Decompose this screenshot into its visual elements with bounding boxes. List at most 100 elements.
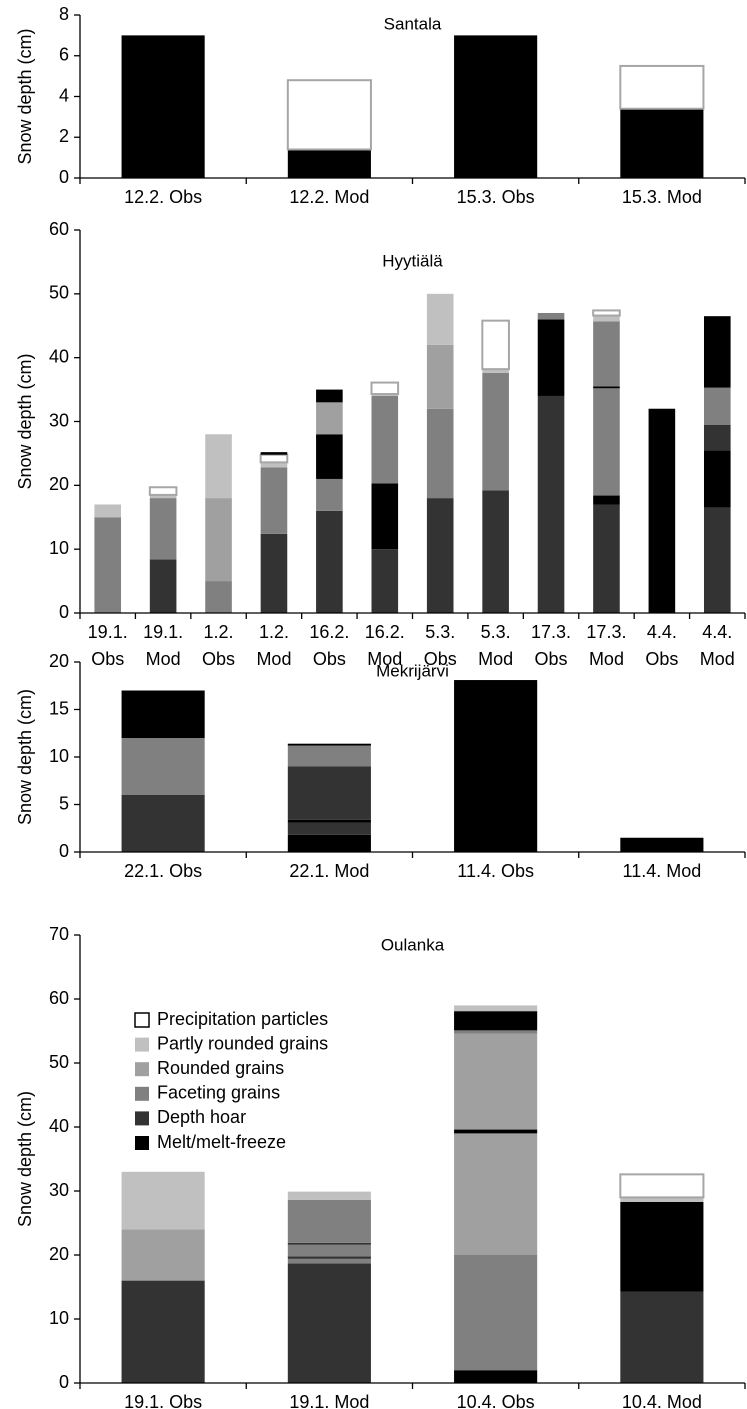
x-tick-label: 19.1. Mod bbox=[289, 1392, 369, 1409]
bar-segment bbox=[648, 408, 676, 613]
bar-segment bbox=[454, 1011, 538, 1031]
bar-segment bbox=[287, 1256, 371, 1259]
y-tick-label: 5 bbox=[59, 793, 69, 813]
bar-segment bbox=[371, 549, 399, 613]
bar-segment bbox=[619, 64, 705, 110]
legend-label: Precipitation particles bbox=[157, 1009, 328, 1029]
bar-segment bbox=[205, 581, 232, 613]
x-tick-label: Obs bbox=[313, 649, 346, 669]
x-tick-label: Obs bbox=[645, 649, 678, 669]
legend-label: Partly rounded grains bbox=[157, 1033, 328, 1053]
bar-segment bbox=[454, 1005, 538, 1012]
legend-swatch bbox=[134, 1012, 150, 1028]
y-axis-label: Snow depth (cm) bbox=[15, 1091, 35, 1227]
bar-segment bbox=[287, 743, 371, 746]
bar-segment bbox=[703, 507, 731, 613]
x-tick-label: 22.1. Mod bbox=[289, 861, 369, 881]
bar-segment bbox=[94, 517, 122, 613]
x-tick-label: 17.3. bbox=[586, 622, 626, 642]
x-tick-label: 16.2. bbox=[365, 622, 405, 642]
x-tick-label: 1.2. bbox=[259, 622, 289, 642]
bar-segment bbox=[454, 680, 538, 852]
y-tick-label: 30 bbox=[49, 1180, 69, 1200]
y-tick-label: 30 bbox=[49, 410, 69, 430]
x-tick-label: 19.1. bbox=[143, 622, 183, 642]
legend-swatch bbox=[135, 1086, 149, 1101]
x-tick-label: 5.3. bbox=[425, 622, 455, 642]
x-tick-label: 5.3. bbox=[481, 622, 511, 642]
bar-segment bbox=[482, 490, 509, 613]
bar-segment bbox=[287, 834, 371, 852]
bar-segment bbox=[287, 745, 371, 767]
panel-title: Oulanka bbox=[381, 935, 445, 954]
bar-segment bbox=[537, 319, 565, 396]
y-axis-label: Snow depth (cm) bbox=[15, 353, 35, 489]
y-tick-label: 0 bbox=[59, 1372, 69, 1392]
y-tick-label: 2 bbox=[59, 126, 69, 146]
panel-title: Hyytiälä bbox=[382, 251, 443, 270]
legend-swatch bbox=[135, 1037, 149, 1052]
legend-label: Depth hoar bbox=[157, 1107, 246, 1127]
x-tick-label: 1.2. bbox=[204, 622, 234, 642]
y-tick-label: 10 bbox=[49, 1308, 69, 1328]
bar-segment bbox=[287, 1191, 371, 1200]
bar-segment bbox=[149, 559, 177, 613]
bar-segment bbox=[149, 494, 177, 499]
y-tick-label: 0 bbox=[59, 167, 69, 187]
bar-segment bbox=[454, 1129, 538, 1134]
bar-segment bbox=[370, 381, 400, 396]
x-tick-label: 11.4. Obs bbox=[457, 861, 534, 881]
x-tick-label: 16.2. bbox=[309, 622, 349, 642]
bar-segment bbox=[121, 690, 205, 738]
panel-title: Mekrijärvi bbox=[376, 661, 449, 680]
bar-segment bbox=[703, 316, 731, 388]
panel-title: Santala bbox=[384, 14, 442, 33]
bar-segment bbox=[426, 344, 454, 409]
legend-swatch bbox=[135, 1136, 149, 1150]
bar-segment bbox=[316, 402, 343, 435]
bar-segment bbox=[454, 1255, 538, 1371]
y-tick-label: 20 bbox=[49, 474, 69, 494]
bar-segment bbox=[620, 1201, 704, 1292]
legend-label: Rounded grains bbox=[157, 1058, 284, 1078]
bar-segment bbox=[454, 1133, 538, 1255]
bar-segment bbox=[286, 79, 372, 151]
x-tick-label: Mod bbox=[367, 649, 402, 669]
x-tick-label: Mod bbox=[589, 649, 624, 669]
bar-segment bbox=[593, 386, 620, 389]
x-tick-label: 17.3. bbox=[531, 622, 571, 642]
y-axis-label: Snow depth (cm) bbox=[15, 28, 35, 164]
bar-segment bbox=[316, 434, 343, 479]
y-tick-label: 6 bbox=[59, 45, 69, 65]
x-tick-label: Obs bbox=[91, 649, 124, 669]
bar-segment bbox=[121, 1280, 205, 1383]
bar-segment bbox=[316, 478, 343, 511]
bar-segment bbox=[94, 504, 122, 518]
y-tick-label: 15 bbox=[49, 698, 69, 718]
bar-segment bbox=[287, 766, 371, 820]
bar-segment bbox=[593, 495, 620, 505]
bar-segment bbox=[592, 309, 621, 317]
y-tick-label: 0 bbox=[59, 602, 69, 622]
bar-segment bbox=[121, 1229, 205, 1281]
bar-segment bbox=[205, 434, 232, 499]
bar-segment bbox=[620, 1291, 704, 1383]
bar-segment bbox=[121, 1171, 205, 1230]
bar-segment bbox=[703, 450, 731, 508]
y-tick-label: 60 bbox=[49, 219, 69, 239]
bar-segment bbox=[287, 1199, 371, 1243]
y-tick-label: 40 bbox=[49, 346, 69, 366]
y-tick-label: 20 bbox=[49, 651, 69, 671]
bar-segment bbox=[287, 1242, 371, 1245]
bar-segment bbox=[482, 369, 509, 373]
bar-segment bbox=[454, 1370, 538, 1383]
x-tick-label: 4.4. bbox=[647, 622, 677, 642]
x-tick-label: 19.1. Obs bbox=[124, 1392, 202, 1409]
bar-segment bbox=[620, 837, 704, 852]
x-tick-label: 22.1. Obs bbox=[124, 861, 202, 881]
bar-segment bbox=[371, 395, 399, 484]
bar-segment bbox=[148, 486, 178, 496]
y-tick-label: 10 bbox=[49, 538, 69, 558]
bar-segment bbox=[259, 453, 289, 464]
y-axis-label: Snow depth (cm) bbox=[15, 689, 35, 825]
